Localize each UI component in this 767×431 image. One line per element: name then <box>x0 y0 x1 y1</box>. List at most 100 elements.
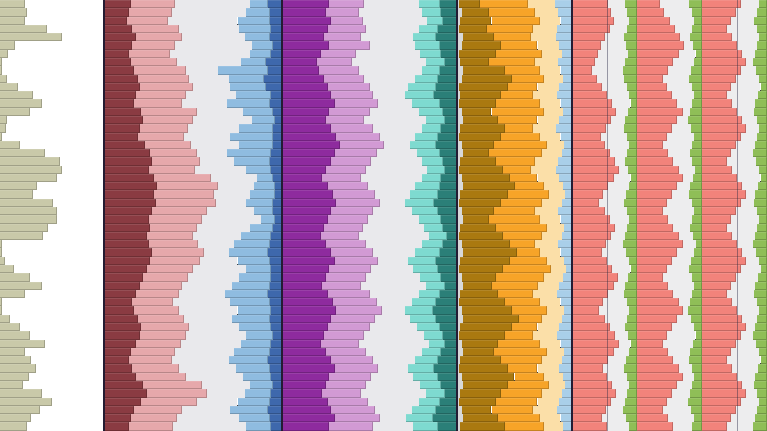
bar-segment <box>730 215 760 224</box>
bar-segment <box>232 314 270 323</box>
bar-segment <box>439 248 457 257</box>
bar-segment <box>182 99 227 108</box>
bar-segment <box>599 198 624 208</box>
bar-row <box>572 223 637 232</box>
bar-segment <box>437 132 457 141</box>
bar-segment <box>216 198 247 208</box>
bar-segment <box>415 356 438 365</box>
bar-segment <box>104 41 133 50</box>
bar-segment <box>2 57 104 67</box>
bar-row <box>282 207 457 216</box>
bar-segment <box>596 74 624 83</box>
bar-segment <box>753 240 767 249</box>
bar-segment <box>682 107 691 116</box>
bar-row <box>637 339 702 348</box>
bar-segment <box>267 356 282 365</box>
bar-segment <box>626 24 637 34</box>
bar-segment <box>500 389 543 398</box>
bar-segment <box>322 173 361 183</box>
bar-segment <box>625 322 637 332</box>
bar-segment <box>134 99 183 108</box>
bar-segment <box>691 364 702 373</box>
bar-segment <box>104 16 128 25</box>
bar-segment <box>702 49 743 58</box>
bar-segment <box>269 414 282 423</box>
bar-segment <box>625 281 637 290</box>
bar-segment <box>754 49 767 58</box>
bar-segment <box>6 124 104 133</box>
bar-row <box>282 306 457 315</box>
bar-segment <box>282 115 326 125</box>
bar-segment <box>374 190 410 199</box>
bar-row <box>572 91 637 100</box>
bar-segment <box>692 173 702 183</box>
bar-segment <box>436 33 457 42</box>
bar-row <box>282 91 457 100</box>
bar-segment <box>239 140 274 150</box>
bar-segment <box>535 207 559 216</box>
bar-segment <box>683 41 693 50</box>
bar-segment <box>754 414 767 423</box>
bar-segment <box>731 298 757 307</box>
bar-row <box>282 289 457 299</box>
bar-segment <box>415 182 440 191</box>
bar-segment <box>104 33 137 42</box>
panel-salmon-c <box>702 0 767 431</box>
bar-segment <box>690 405 702 415</box>
bar-segment <box>607 256 629 265</box>
bar-segment <box>528 0 555 9</box>
bar-segment <box>491 405 533 415</box>
bar-segment <box>274 190 282 199</box>
bar-segment <box>735 207 757 216</box>
bar-segment <box>271 389 282 398</box>
bar-segment <box>152 207 208 216</box>
bar-segment <box>360 281 426 290</box>
bar-segment <box>737 173 761 183</box>
bar-row <box>104 66 282 75</box>
bar-segment <box>702 165 732 174</box>
bar-row <box>637 356 702 365</box>
bar-segment <box>637 41 684 50</box>
bar-segment <box>462 414 499 423</box>
bar-segment <box>668 281 695 290</box>
bar-row <box>282 364 457 373</box>
bar-segment <box>561 356 572 365</box>
bar-segment <box>152 248 204 257</box>
bar-row <box>702 389 767 398</box>
bar-segment <box>690 33 702 42</box>
bar-segment <box>558 8 572 17</box>
bar-row <box>572 33 637 42</box>
bar-segment <box>0 91 34 100</box>
bar-segment <box>682 306 689 315</box>
bar-segment <box>246 422 272 431</box>
bar-segment <box>616 107 628 116</box>
bar-row <box>637 66 702 75</box>
bar-segment <box>0 157 61 166</box>
bar-row <box>0 99 104 108</box>
bar-row <box>282 99 457 108</box>
bar-segment <box>572 107 617 116</box>
panel-orange <box>457 0 572 431</box>
bar-segment <box>542 198 562 208</box>
bar-segment <box>630 265 637 274</box>
bar-segment <box>535 157 559 166</box>
bar-segment <box>462 33 494 42</box>
bar-segment <box>608 182 629 191</box>
bar-row <box>572 372 637 381</box>
bar-segment <box>457 149 463 158</box>
bar-segment <box>605 240 624 249</box>
bar-segment <box>608 356 626 365</box>
bar-segment <box>546 256 564 265</box>
bar-segment <box>692 24 702 34</box>
bar-segment <box>507 364 538 373</box>
bar-segment <box>457 33 463 42</box>
bar-segment <box>754 380 767 390</box>
bar-row <box>282 74 457 83</box>
bar-segment <box>735 339 756 348</box>
bar-segment <box>702 372 738 381</box>
bar-segment <box>694 372 702 381</box>
bar-segment <box>271 91 282 100</box>
bar-row <box>702 124 767 133</box>
bar-segment <box>702 24 727 34</box>
bar-segment <box>0 182 38 191</box>
